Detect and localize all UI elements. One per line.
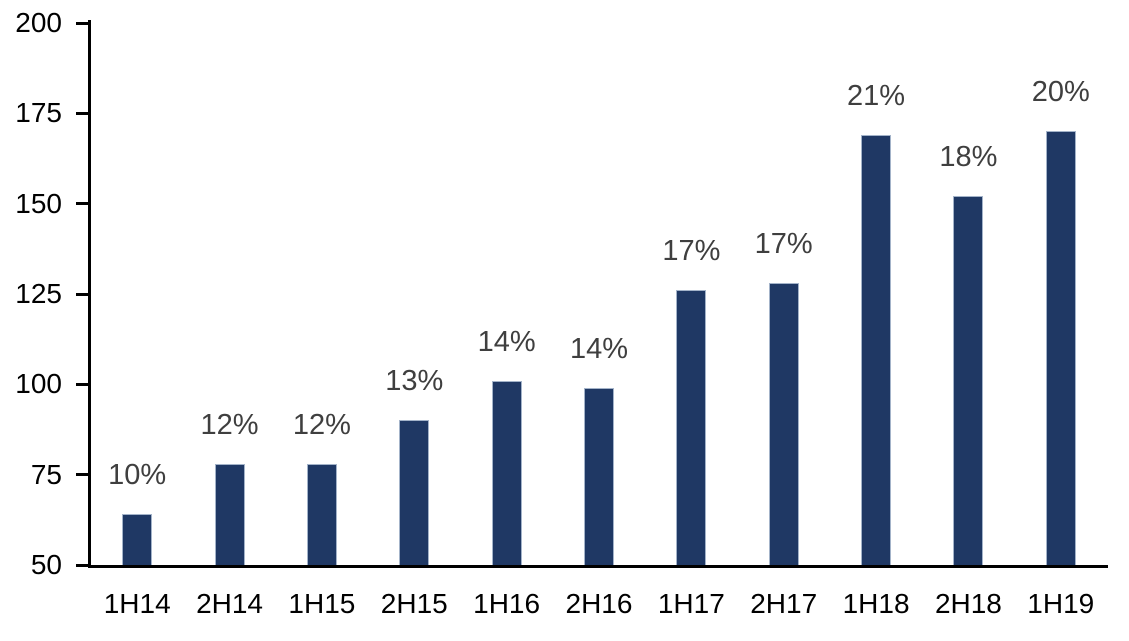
y-tick-mark [76, 292, 88, 296]
bar-value-label: 14% [569, 332, 629, 365]
x-tick-label: 1H14 [103, 588, 171, 619]
x-tick-label: 1H17 [657, 588, 725, 619]
x-tick-label: 1H16 [473, 588, 541, 619]
bar [491, 380, 522, 565]
bar-value-label: 10% [108, 459, 167, 492]
bar [399, 420, 430, 565]
x-tick-label: 2H15 [380, 588, 448, 619]
bar-slot: 18% [922, 23, 1014, 565]
bar [306, 463, 337, 565]
x-tick-label: 2H16 [565, 588, 633, 619]
bar-slot: 10% [91, 23, 183, 565]
x-tick-label: 1H15 [288, 588, 356, 619]
x-tick-label: 1H19 [1027, 588, 1095, 619]
bar-value-label: 14% [477, 325, 536, 358]
y-tick-mark [76, 202, 88, 206]
bar-slot: 21% [830, 23, 922, 565]
x-tick-label: 2H17 [750, 588, 818, 619]
bar-value-label: 20% [1031, 76, 1090, 109]
bar-slot: 20% [1015, 23, 1107, 565]
bar [953, 196, 984, 565]
x-axis-line [88, 565, 1108, 568]
bar-value-label: 13% [385, 365, 444, 398]
bar-slot: 17% [645, 23, 737, 565]
y-tick-label: 150 [15, 187, 62, 219]
y-axis-line [88, 20, 91, 568]
y-tick-label: 125 [15, 278, 62, 309]
x-tick-label: 2H14 [196, 588, 263, 619]
y-tick-label: 75 [30, 458, 62, 490]
bar [861, 135, 892, 565]
bar-slot: 13% [368, 23, 460, 565]
bar [676, 290, 707, 565]
y-tick-mark [76, 111, 88, 115]
x-tick-label: 2H18 [934, 588, 1002, 619]
y-tick-label: 100 [15, 368, 62, 400]
bar [583, 387, 614, 565]
bar-value-label: 21% [847, 80, 906, 113]
bar [122, 514, 153, 565]
bar [214, 463, 245, 565]
y-tick-label: 175 [15, 97, 62, 129]
y-tick-mark [76, 21, 88, 25]
bar-value-label: 18% [939, 141, 998, 174]
x-axis-tick-labels: 1H14 2H14 1H15 2H15 1H16 2H16 1H17 2H17 1H18 2H18… [91, 590, 1107, 618]
bar-value-label: 17% [662, 235, 721, 268]
bar-value-label: 17% [754, 228, 813, 261]
bar-slot: 12% [276, 23, 368, 565]
x-tick-label: 1H18 [842, 588, 910, 619]
bar [768, 283, 799, 565]
plot-area: 10% 12% 12% 13% 14% 14% 17% 17% 21% 18% 20% [76, 20, 1108, 568]
y-tick-label: 50 [30, 549, 62, 580]
y-tick-mark [76, 382, 88, 386]
bar-value-label: 12% [292, 408, 351, 441]
bar-slot: 17% [738, 23, 830, 565]
y-tick-label: 200 [15, 7, 62, 38]
bar-slot: 12% [183, 23, 275, 565]
bar [1045, 131, 1076, 565]
bar-slot: 14% [553, 23, 645, 565]
bar-slot: 14% [460, 23, 552, 565]
y-tick-mark [76, 473, 88, 477]
y-tick-mark [76, 563, 88, 567]
bar-value-label: 12% [200, 408, 259, 441]
y-axis-tick-labels: 50 75 100 125 150 175 200 [0, 9, 62, 579]
